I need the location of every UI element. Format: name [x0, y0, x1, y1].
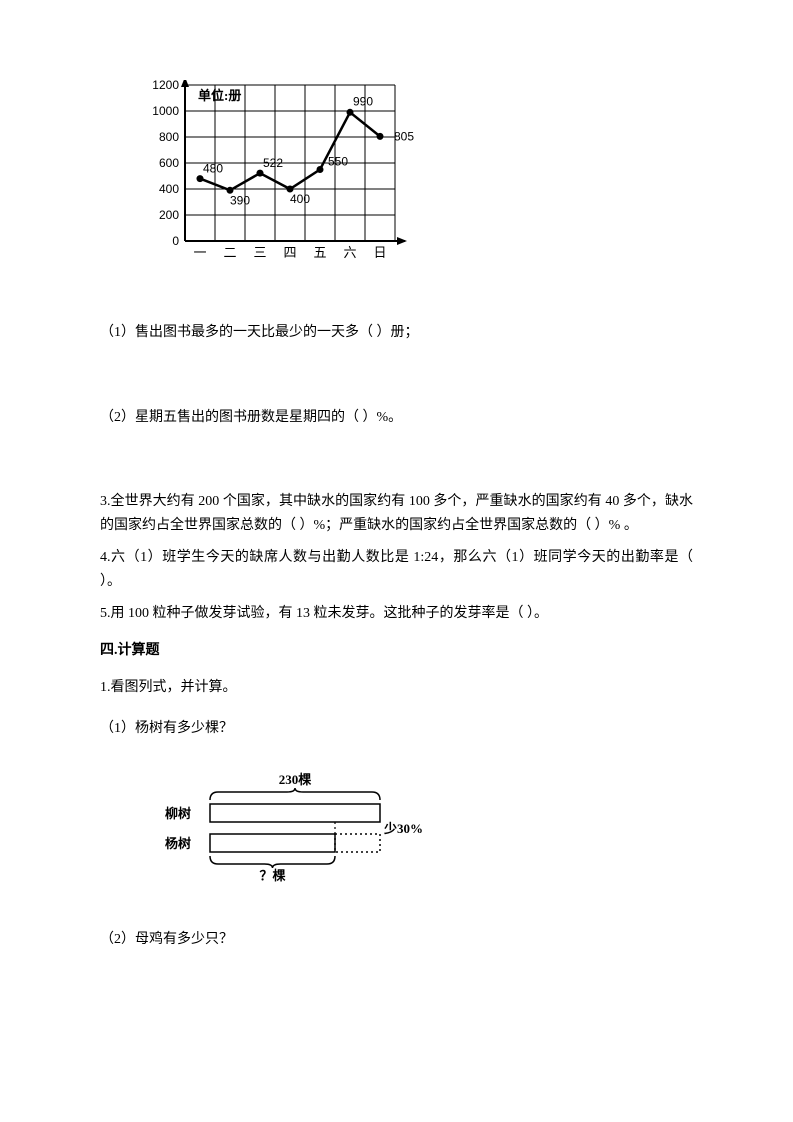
- tree-diagram: 230棵柳树杨树 少30% ？棵: [160, 769, 693, 899]
- line-chart-container: 单位:册 0 200 400 600 800 1000 1200 一 二 三 四 五 六 日 480 39…: [140, 80, 693, 280]
- svg-text:800: 800: [159, 130, 179, 144]
- svg-text:990: 990: [353, 94, 373, 108]
- svg-text:四: 四: [283, 245, 296, 260]
- svg-text:0: 0: [172, 234, 179, 248]
- svg-text:1200: 1200: [152, 80, 179, 92]
- section4-title: 四.计算题: [100, 640, 693, 661]
- book-sales-chart: 单位:册 0 200 400 600 800 1000 1200 一 二 三 四 五 六 日 480 39…: [140, 80, 420, 280]
- svg-text:400: 400: [159, 182, 179, 196]
- svg-text:少30%: 少30%: [383, 821, 423, 836]
- svg-text:480: 480: [203, 162, 223, 176]
- svg-text:805: 805: [394, 129, 414, 143]
- svg-text:？棵: ？棵: [259, 868, 285, 883]
- tree-diagram-svg: 230棵柳树杨树 少30% ？棵: [160, 769, 460, 899]
- svg-text:200: 200: [159, 208, 179, 222]
- section4-sub1: （1）杨树有多少棵？: [100, 718, 693, 739]
- svg-text:五: 五: [313, 245, 326, 260]
- section4-intro: 1.看图列式，并计算。: [100, 676, 693, 700]
- question-5: 5.用 100 粒种子做发芽试验，有 13 粒未发芽。这批种子的发芽率是（ ）。: [100, 602, 693, 626]
- svg-text:六: 六: [343, 245, 356, 260]
- svg-text:1000: 1000: [152, 104, 179, 118]
- question-3: 3.全世界大约有 200 个国家，其中缺水的国家约有 100 多个，严重缺水的国…: [100, 490, 693, 538]
- question-1: （1）售出图书最多的一天比最少的一天多（ ）册；: [100, 320, 693, 345]
- chart-unit-label: 单位:册: [198, 86, 241, 106]
- svg-text:522: 522: [263, 156, 283, 170]
- svg-text:一: 一: [193, 245, 206, 260]
- svg-text:柳树: 柳树: [165, 806, 191, 821]
- tree-diagram-container: 230棵柳树杨树 少30% ？棵: [160, 769, 693, 899]
- chart-svg: 0 200 400 600 800 1000 1200 一 二 三 四 五 六 日 480 390 522 4…: [140, 80, 430, 280]
- svg-text:600: 600: [159, 156, 179, 170]
- svg-text:三: 三: [253, 245, 266, 260]
- svg-text:230棵: 230棵: [279, 772, 312, 787]
- svg-text:杨树: 杨树: [165, 836, 191, 851]
- question-2: （2）星期五售出的图书册数是星期四的（ ）%。: [100, 405, 693, 430]
- svg-text:日: 日: [373, 245, 386, 260]
- svg-text:390: 390: [230, 193, 250, 207]
- svg-text:550: 550: [328, 155, 348, 169]
- svg-text:二: 二: [223, 245, 236, 260]
- section4-sub2: （2）母鸡有多少只？: [100, 929, 693, 950]
- question-4: 4.六（1）班学生今天的缺席人数与出勤人数比是 1:24，那么六（1）班同学今天…: [100, 546, 693, 594]
- svg-text:400: 400: [290, 192, 310, 206]
